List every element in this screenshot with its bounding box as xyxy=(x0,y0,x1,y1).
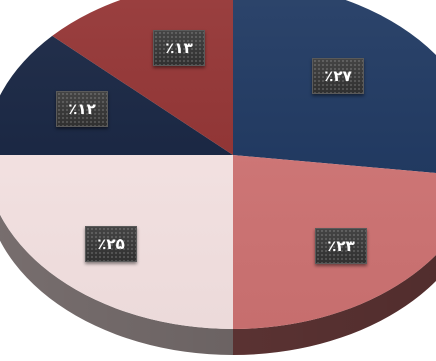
slice-label-5: ٪۱۳ xyxy=(153,30,205,66)
slice-label-1: ٪۲۷ xyxy=(312,58,364,94)
pie-side-shading xyxy=(0,214,436,355)
pie-top-sheen xyxy=(0,0,436,329)
slice-label-2: ٪۲۳ xyxy=(315,228,367,264)
slice-label-3: ٪۲۵ xyxy=(85,226,137,262)
slice-label-4: ٪۱۲ xyxy=(56,91,108,127)
